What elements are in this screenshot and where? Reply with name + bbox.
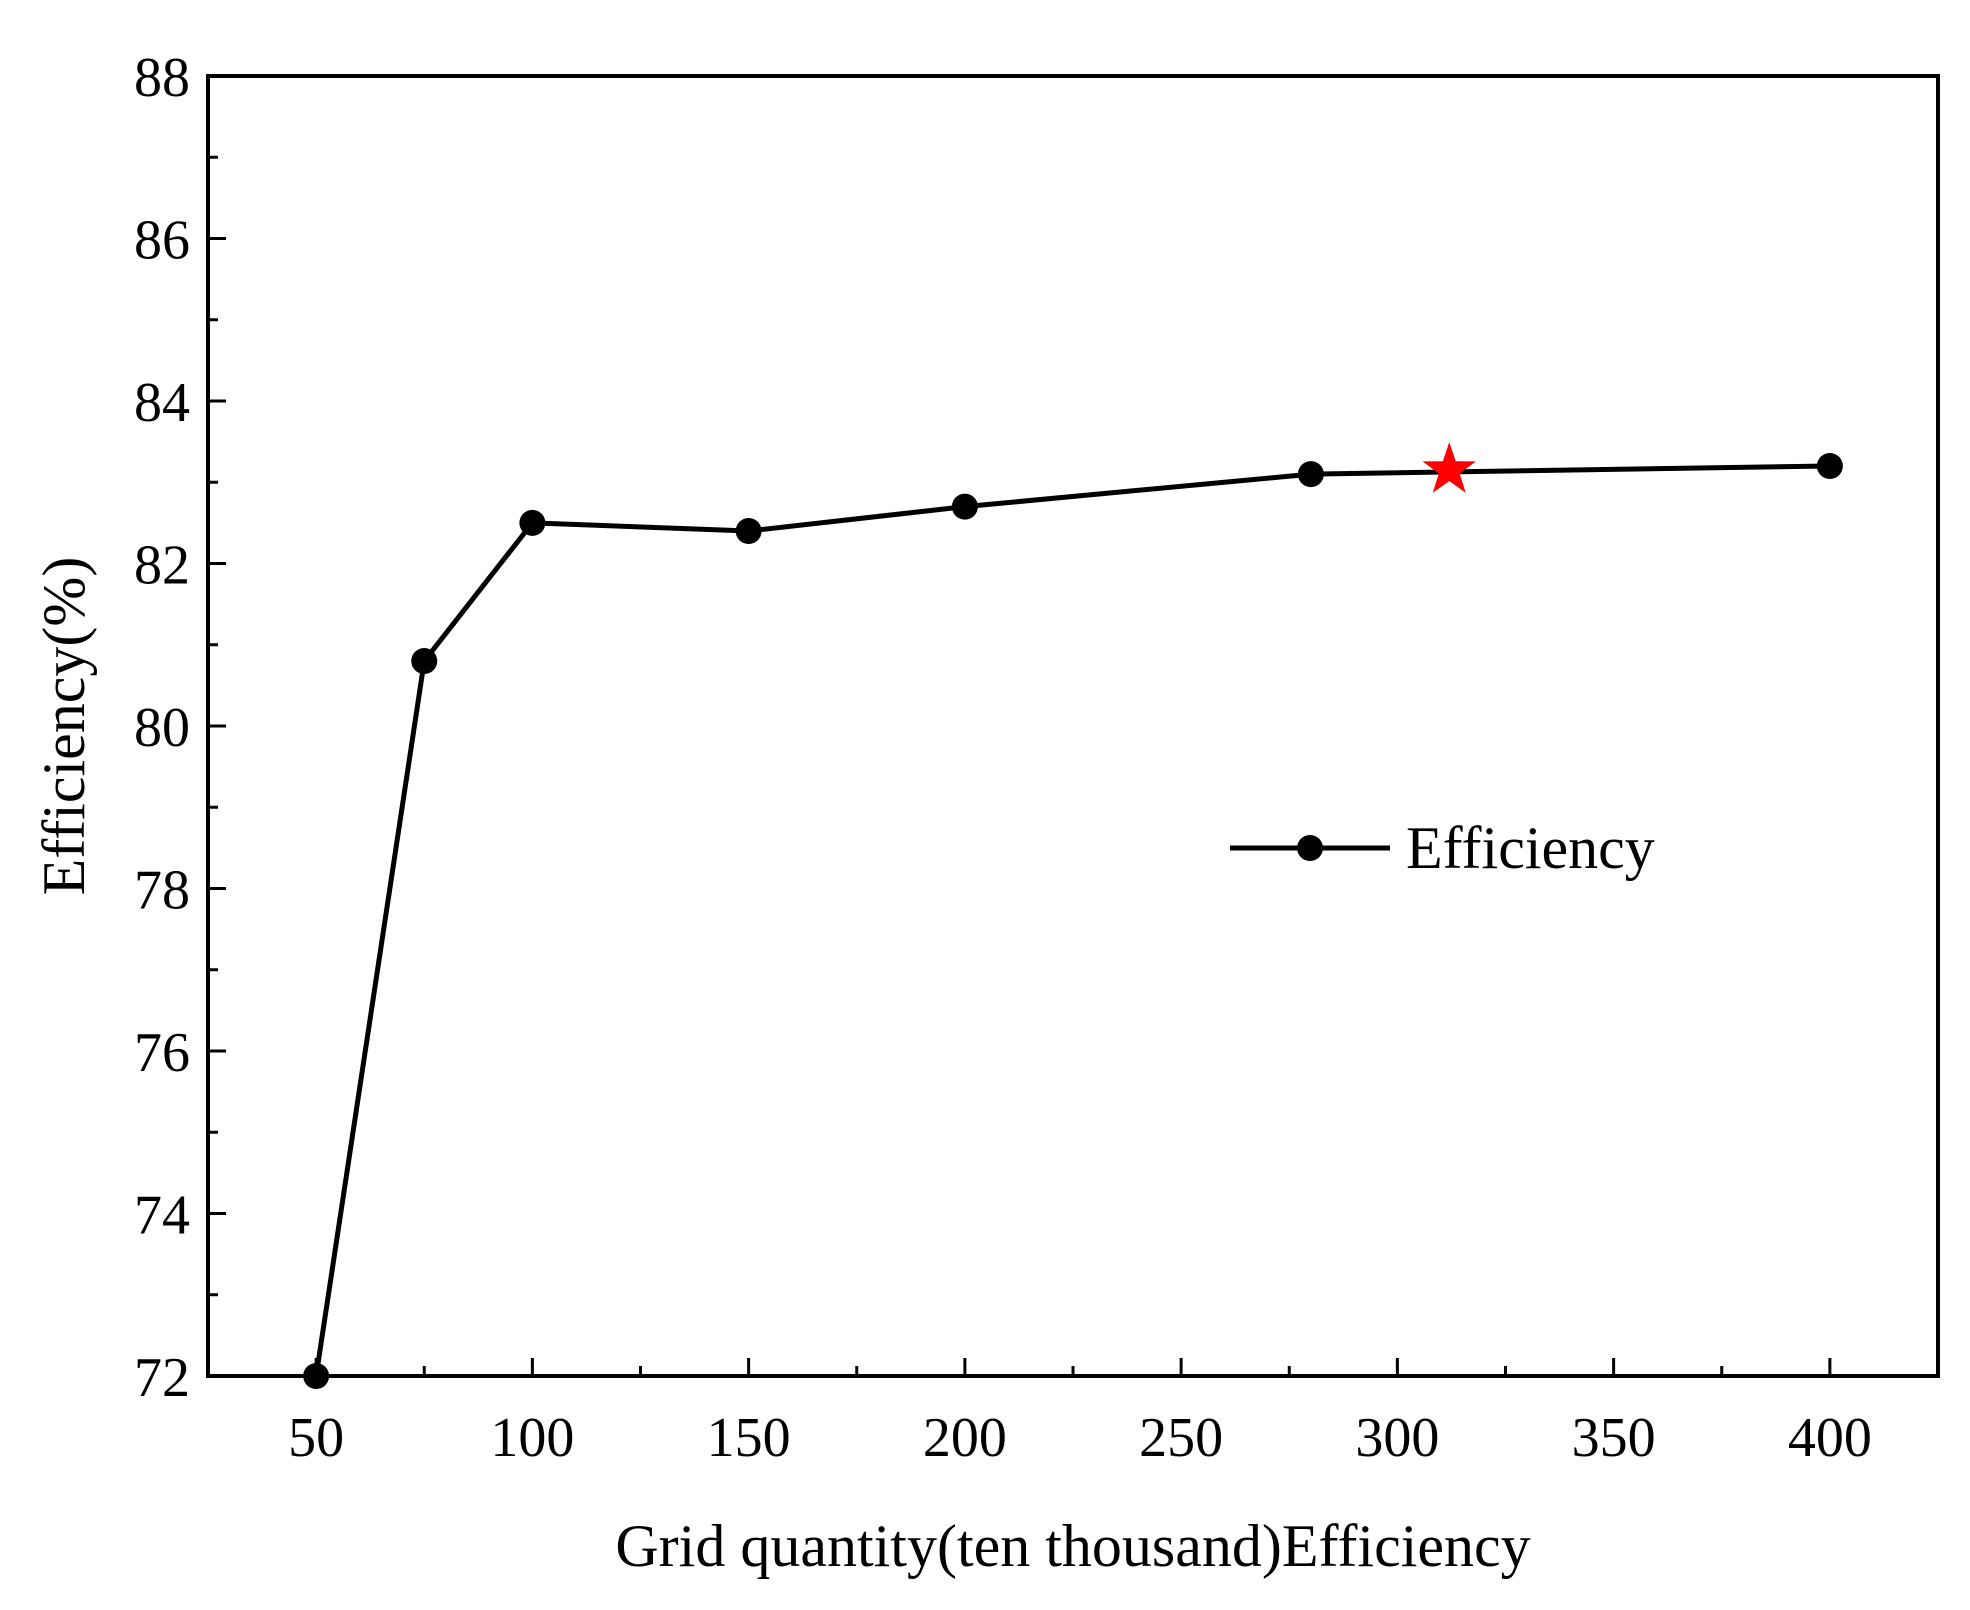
x-tick-label: 150 <box>707 1407 791 1469</box>
y-tick-label: 74 <box>134 1185 190 1247</box>
data-point <box>1816 453 1843 479</box>
plot-frame <box>206 74 1940 1378</box>
y-axis-title: Efficiency(%) <box>31 557 97 896</box>
x-tick-label: 300 <box>1355 1407 1439 1469</box>
y-tick-label: 72 <box>134 1347 190 1409</box>
series-layer <box>303 453 1843 1389</box>
star-marker <box>1422 442 1476 493</box>
y-tick-label: 78 <box>134 860 190 922</box>
annotation-layer <box>1422 442 1476 493</box>
x-tick-label: 350 <box>1572 1407 1656 1469</box>
y-ticks <box>208 74 226 1378</box>
x-tick-label: 250 <box>1139 1407 1223 1469</box>
x-tick-label: 400 <box>1788 1407 1872 1469</box>
y-tick-label: 80 <box>134 697 190 759</box>
legend-marker <box>1297 835 1323 861</box>
x-ticks <box>206 1358 1832 1376</box>
data-point <box>951 493 978 520</box>
y-tick-label: 88 <box>134 47 190 109</box>
x-tick-label: 200 <box>923 1407 1007 1469</box>
data-point <box>1297 461 1324 488</box>
series-line <box>313 463 1830 1377</box>
y-tick-label: 82 <box>134 535 190 597</box>
y-tick-label: 84 <box>134 372 190 434</box>
x-axis-title: Grid quantity(ten thousand)Efficiency <box>615 1513 1530 1579</box>
data-point <box>303 1363 330 1389</box>
x-tick-label: 100 <box>490 1407 574 1469</box>
data-point <box>411 648 438 674</box>
data-point <box>735 518 762 544</box>
x-tick-labels: 50 100 150 200 250 300 350 400 <box>288 1407 1872 1469</box>
y-tick-labels: 72 74 76 78 80 82 84 86 88 <box>134 47 190 1409</box>
x-tick-label: 50 <box>288 1407 344 1469</box>
y-tick-label: 76 <box>134 1022 190 1084</box>
legend: Efficiency <box>1230 815 1655 881</box>
y-tick-label: 86 <box>134 210 190 272</box>
legend-label: Efficiency <box>1406 815 1655 881</box>
data-point <box>519 509 546 536</box>
